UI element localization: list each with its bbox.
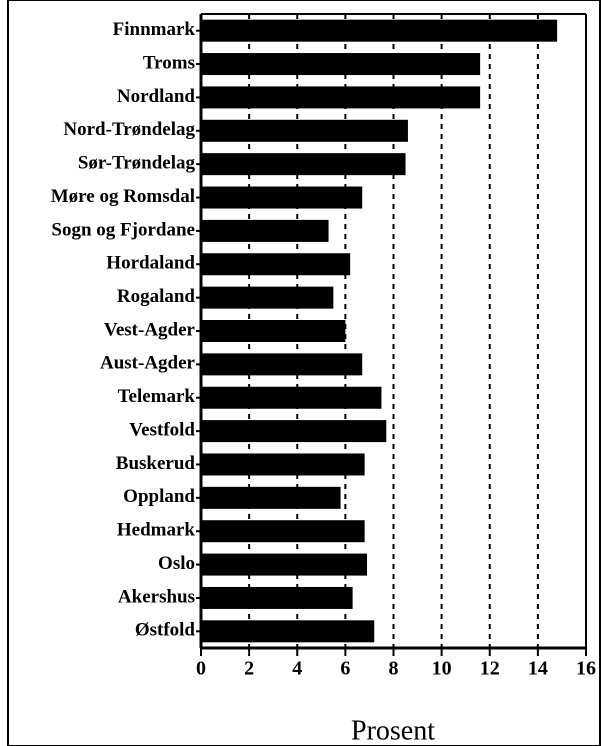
y-tick-label: Oslo <box>158 553 195 574</box>
bar <box>201 153 406 176</box>
bar <box>201 19 558 42</box>
bar <box>201 620 375 643</box>
y-tick-label: Vestfold <box>129 419 195 440</box>
x-axis-title: Prosent <box>351 715 435 746</box>
bar <box>201 520 365 543</box>
bar <box>201 586 353 609</box>
bar <box>201 219 329 242</box>
y-tick-label: Telemark <box>118 386 196 407</box>
y-tick-label: Aust-Agder <box>100 353 196 374</box>
bar <box>201 86 481 109</box>
x-tick-label: 6 <box>340 658 350 680</box>
y-tick-label: Troms <box>143 52 195 73</box>
bar <box>201 453 365 476</box>
y-tick-label: Buskerud <box>116 453 196 474</box>
y-tick-label: Sør-Trøndelag <box>78 153 196 174</box>
x-tick-label: 2 <box>244 658 254 680</box>
y-tick-label: Nordland <box>117 86 196 107</box>
bar <box>201 253 351 276</box>
x-tick-label: 4 <box>292 658 302 680</box>
frame <box>7 0 601 746</box>
bar <box>201 553 368 576</box>
bar <box>201 420 387 443</box>
bar <box>201 353 363 376</box>
y-tick-label: Vest-Agder <box>104 319 196 340</box>
y-tick-label: Akershus <box>118 586 195 607</box>
bar <box>201 386 382 409</box>
y-tick-label: Hordaland <box>106 253 195 274</box>
y-tick-label: Oppland <box>123 486 195 507</box>
y-tick-label: Sogn og Fjordane <box>51 219 195 240</box>
bar <box>201 53 481 76</box>
bar <box>201 486 341 509</box>
bar <box>201 119 408 142</box>
y-tick-label: Østfold <box>135 620 196 641</box>
y-tick-label: Hedmark <box>117 520 196 541</box>
y-tick-label: Møre og Romsdal <box>51 186 195 207</box>
y-tick-label: Finnmark <box>113 19 196 40</box>
y-tick-label: Nord-Trøndelag <box>63 119 195 140</box>
bar <box>201 320 346 342</box>
bar <box>201 286 334 309</box>
x-tick-label: 0 <box>196 658 206 680</box>
x-tick-label: 12 <box>480 658 500 680</box>
x-tick-label: 10 <box>432 658 452 680</box>
x-tick-label: 8 <box>389 658 399 680</box>
x-tick-label: 14 <box>528 658 548 680</box>
x-tick-label: 16 <box>576 658 596 680</box>
y-tick-label: Rogaland <box>117 286 196 307</box>
bar <box>201 186 363 209</box>
